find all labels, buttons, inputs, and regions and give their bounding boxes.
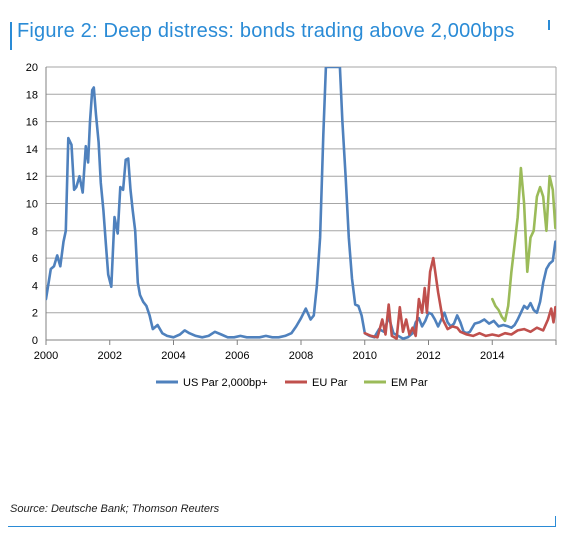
x-tick-label: 2002 xyxy=(98,350,122,362)
y-tick-label: 0 xyxy=(32,335,38,347)
y-tick-label: 4 xyxy=(32,280,38,292)
y-tick-label: 6 xyxy=(32,253,38,265)
y-tick-label: 16 xyxy=(26,117,38,129)
axes xyxy=(45,67,557,345)
y-tick-label: 2 xyxy=(32,308,38,320)
legend-label: US Par 2,000bp+ xyxy=(183,377,268,389)
x-tick-label: 2014 xyxy=(480,350,504,362)
legend-label: EM Par xyxy=(391,377,428,389)
x-tick-label: 2006 xyxy=(225,350,249,362)
y-tick-label: 14 xyxy=(26,144,38,156)
tick-labels: 0 2 4 6 8 10 12 14 16 18 20 2000 2002 2004 2006 2008 201… xyxy=(26,62,505,362)
x-tick-label: 2000 xyxy=(34,350,58,362)
legend-label: EU Par xyxy=(312,377,348,389)
gridlines xyxy=(46,66,556,341)
series-line-em-par xyxy=(490,166,556,323)
y-tick-label: 18 xyxy=(26,89,38,101)
y-tick-label: 8 xyxy=(32,226,38,238)
x-tick-label: 2008 xyxy=(289,350,313,362)
title-accent-bar xyxy=(10,22,12,50)
y-tick-label: 12 xyxy=(26,171,38,183)
chart-title: Figure 2: Deep distress: bonds trading a… xyxy=(17,20,515,42)
series-line-eu-par xyxy=(363,256,556,340)
y-tick-label: 10 xyxy=(26,199,38,211)
legend: US Par 2,000bp+ EU Par EM Par xyxy=(156,377,428,389)
x-tick-label: 2004 xyxy=(161,350,185,362)
x-tick-label: 2010 xyxy=(353,350,377,362)
x-tick-label: 2012 xyxy=(416,350,440,362)
source-note: Source: Deutsche Bank; Thomson Reuters xyxy=(10,503,220,515)
frame-corner-mark-bottom xyxy=(555,516,556,527)
y-tick-label: 20 xyxy=(26,62,38,74)
series-line-us-par-2-000bp xyxy=(46,67,556,340)
frame-corner-mark xyxy=(548,20,550,30)
source-divider xyxy=(8,526,556,527)
series-lines xyxy=(46,67,556,340)
